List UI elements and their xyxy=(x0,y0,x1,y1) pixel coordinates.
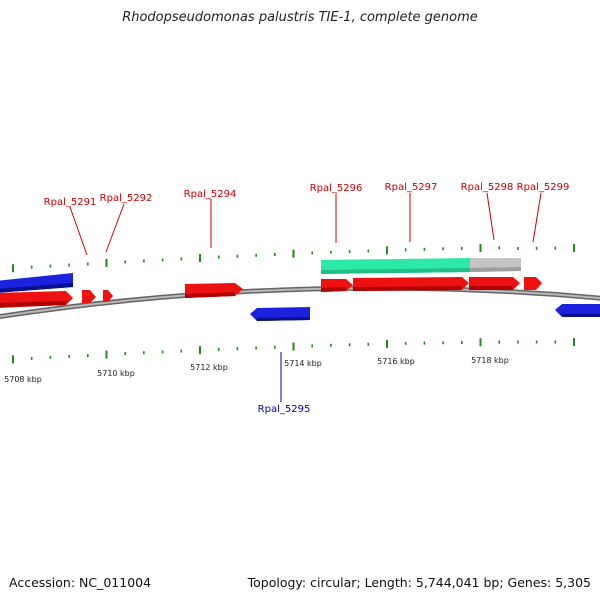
grey-region-shade xyxy=(470,267,521,272)
forward-gene xyxy=(524,277,542,290)
forward-gene xyxy=(103,290,113,302)
forward-gene xyxy=(185,283,243,298)
forward-gene xyxy=(321,279,353,292)
axis-label-5708-kbp: 5708 kbp xyxy=(4,375,42,384)
gene-label-rpal-5292: Rpal_5292 xyxy=(100,193,153,204)
gene-label-rpal-5299: Rpal_5299 xyxy=(517,182,570,193)
label-leaders xyxy=(69,192,542,402)
axis-label-5710-kbp: 5710 kbp xyxy=(97,369,135,378)
gene-label-rpal-5298: Rpal_5298 xyxy=(461,182,514,193)
genome-stats-text: Topology: circular; Length: 5,744,041 bp… xyxy=(247,575,591,590)
reverse-gene xyxy=(555,304,600,317)
reverse-gene xyxy=(0,273,73,293)
axis-label-5712-kbp: 5712 kbp xyxy=(190,363,228,372)
reverse-gene xyxy=(250,307,310,321)
genome-title: Rhodopseudomonas palustris TIE-1, comple… xyxy=(122,10,478,25)
accession-text: Accession: NC_011004 xyxy=(9,575,152,590)
highlight-region-shade xyxy=(321,268,470,274)
axis-label-5718-kbp: 5718 kbp xyxy=(471,356,509,365)
gene-label-rpal-5297: Rpal_5297 xyxy=(385,182,438,193)
tick-row-bottom xyxy=(12,338,575,364)
forward-gene xyxy=(469,277,520,290)
forward-gene xyxy=(353,277,469,291)
forward-gene xyxy=(0,291,73,308)
gene-label-rpal-5291: Rpal_5291 xyxy=(44,197,97,208)
forward-gene xyxy=(82,290,96,303)
tick-row-top xyxy=(12,244,575,273)
genome-backbone-highlight xyxy=(0,287,600,318)
gene-label-rpal-5296: Rpal_5296 xyxy=(310,183,363,194)
axis-label-5714-kbp: 5714 kbp xyxy=(284,359,322,368)
gene-label-rpal-5294: Rpal_5294 xyxy=(184,189,237,200)
axis-label-5716-kbp: 5716 kbp xyxy=(377,357,415,366)
gene-label-rpal-5295: Rpal_5295 xyxy=(258,404,311,415)
